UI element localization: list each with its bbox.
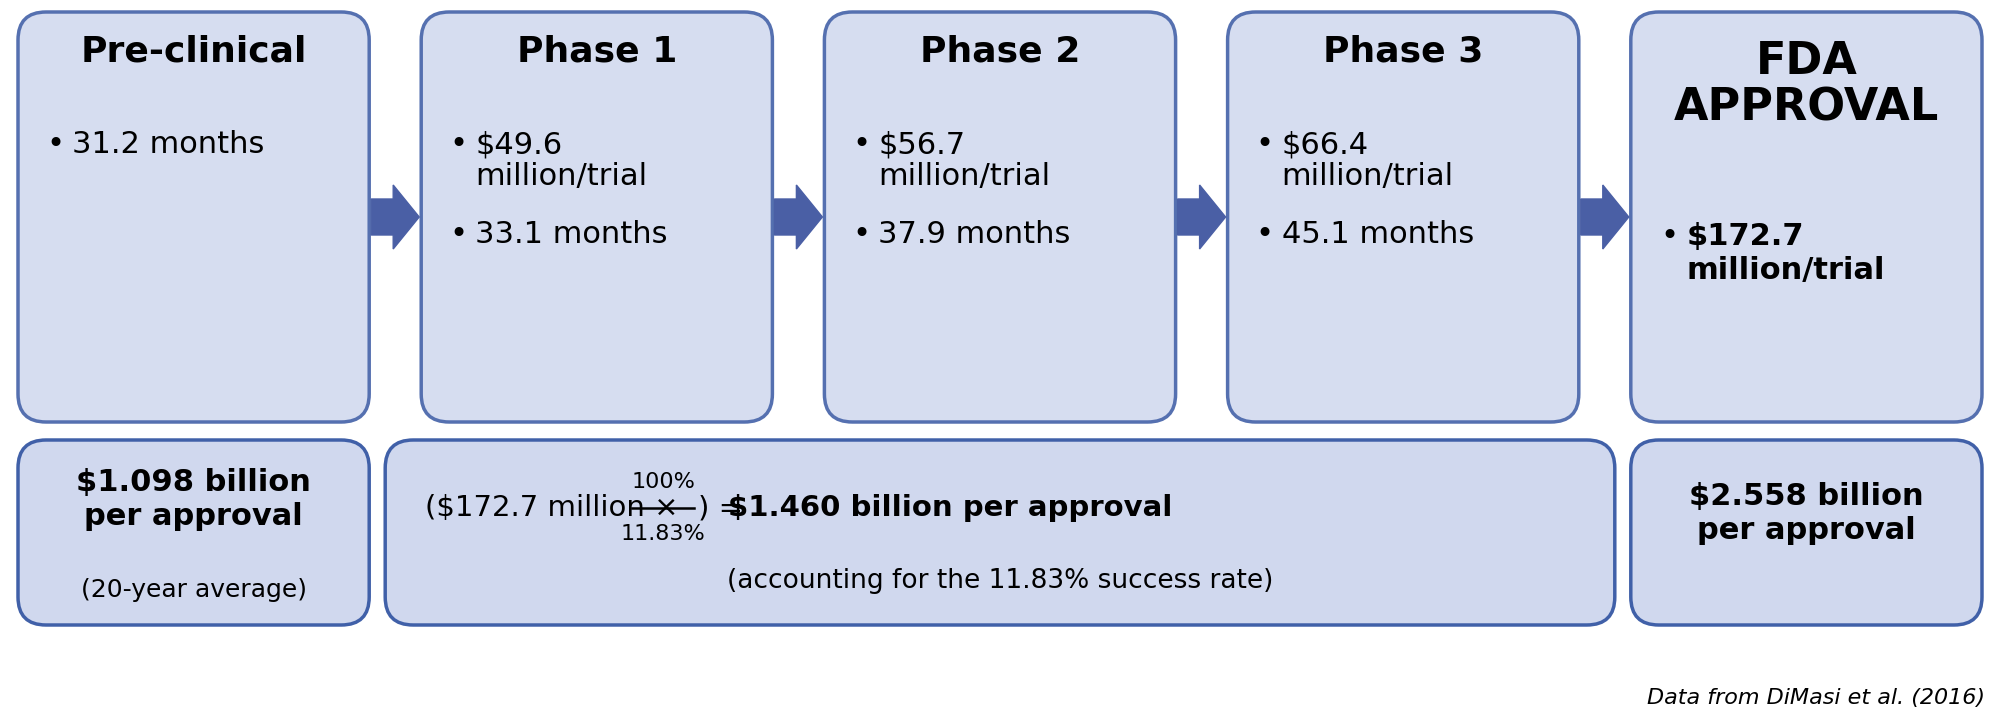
FancyBboxPatch shape	[1228, 12, 1578, 422]
Text: 37.9 months: 37.9 months	[878, 220, 1070, 249]
Polygon shape	[774, 185, 822, 249]
Text: $49.6
million/trial: $49.6 million/trial	[476, 130, 648, 191]
FancyBboxPatch shape	[18, 440, 370, 625]
FancyBboxPatch shape	[18, 12, 370, 422]
Text: (accounting for the 11.83% success rate): (accounting for the 11.83% success rate)	[726, 568, 1274, 594]
Text: $56.7
million/trial: $56.7 million/trial	[878, 130, 1050, 191]
Text: Phase 1: Phase 1	[516, 34, 676, 68]
Text: •: •	[450, 220, 468, 249]
Text: •: •	[852, 130, 870, 159]
FancyBboxPatch shape	[824, 12, 1176, 422]
Text: 100%: 100%	[632, 472, 696, 492]
FancyBboxPatch shape	[386, 440, 1614, 625]
Text: •: •	[450, 130, 468, 159]
Text: $66.4
million/trial: $66.4 million/trial	[1282, 130, 1454, 191]
Polygon shape	[372, 185, 420, 249]
Text: Data from DiMasi et al. (2016): Data from DiMasi et al. (2016)	[1648, 688, 1984, 708]
Text: •: •	[1660, 222, 1678, 251]
Text: Pre-clinical: Pre-clinical	[80, 34, 306, 68]
Text: Phase 3: Phase 3	[1324, 34, 1484, 68]
Text: •: •	[1256, 220, 1274, 249]
Text: ) =: ) =	[698, 494, 752, 522]
Text: 33.1 months: 33.1 months	[476, 220, 668, 249]
FancyBboxPatch shape	[1630, 440, 1982, 625]
Text: $172.7
million/trial: $172.7 million/trial	[1686, 222, 1886, 285]
Text: $1.460 billion per approval: $1.460 billion per approval	[728, 494, 1172, 522]
Polygon shape	[1178, 185, 1226, 249]
Text: $1.098 billion
per approval: $1.098 billion per approval	[76, 468, 312, 531]
Text: Phase 2: Phase 2	[920, 34, 1080, 68]
Text: (20-year average): (20-year average)	[80, 578, 306, 602]
Text: 11.83%: 11.83%	[620, 524, 706, 544]
Text: •: •	[1256, 130, 1274, 159]
Text: •: •	[46, 130, 64, 159]
FancyBboxPatch shape	[422, 12, 772, 422]
Text: •: •	[852, 220, 870, 249]
Text: ($172.7 million ×: ($172.7 million ×	[426, 494, 688, 522]
Text: 31.2 months: 31.2 months	[72, 130, 264, 159]
FancyBboxPatch shape	[1630, 12, 1982, 422]
Text: 45.1 months: 45.1 months	[1282, 220, 1474, 249]
Polygon shape	[1580, 185, 1628, 249]
Text: FDA
APPROVAL: FDA APPROVAL	[1674, 40, 1940, 129]
Text: $2.558 billion
per approval: $2.558 billion per approval	[1690, 482, 1924, 544]
